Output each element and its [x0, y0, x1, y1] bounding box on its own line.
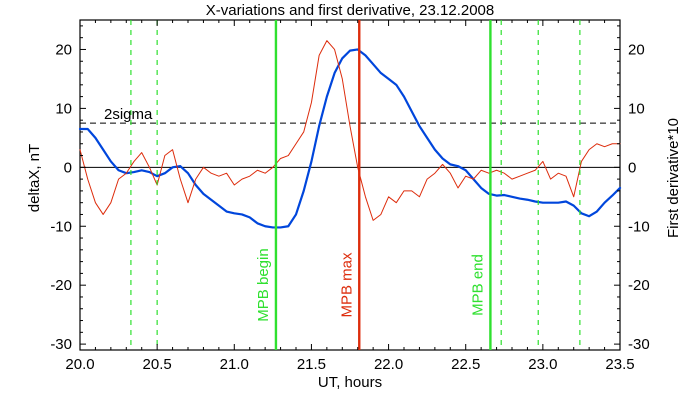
x-axis-label: UT, hours [318, 374, 382, 391]
x-tick-label: 20.5 [143, 356, 172, 373]
y-tick-label-left: 10 [55, 100, 72, 117]
y-axis-label-right: First derivative*10 [665, 118, 682, 238]
y-tick-label-right: 20 [628, 41, 645, 58]
mpb_end-label: MPB end [469, 254, 486, 316]
threshold-label: 2sigma [104, 106, 153, 123]
x-tick-label: 22.0 [374, 356, 403, 373]
x-tick-label: 23.5 [605, 356, 634, 373]
mpb_begin-label: MPB begin [255, 248, 272, 321]
y-tick-label-left: 0 [64, 159, 72, 176]
y-axis-label-left: deltaX, nT [26, 144, 43, 212]
chart-title: X-variations and first derivative, 23.12… [206, 2, 495, 19]
y-tick-label-left: -10 [50, 218, 72, 235]
series-layer [78, 40, 622, 229]
y-tick-label-left: -30 [50, 336, 72, 353]
mpb_max-label: MPB max [338, 252, 355, 318]
y-tick-label-right: 0 [628, 159, 636, 176]
x-tick-label: 20.0 [65, 356, 94, 373]
y-tick-label-right: -30 [628, 336, 650, 353]
y-tick-label-right: -20 [628, 277, 650, 294]
y-tick-label-right: 10 [628, 100, 645, 117]
grid-layer [79, 19, 621, 351]
y-tick-label-left: 20 [55, 41, 72, 58]
x-tick-label: 22.5 [451, 356, 480, 373]
x-tick-label: 21.0 [220, 356, 249, 373]
markers-layer: MPB begin MPB max MPB end [130, 20, 581, 350]
ticks-layer: 20.0 20.5 21.0 21.5 22.0 22.5 23.0 23.5 -30 -30 -2… [50, 20, 650, 373]
plot-frame [79, 19, 621, 351]
deltaX-series-line [78, 48, 622, 229]
y-tick-label-left: -20 [50, 277, 72, 294]
derivative-series-line [79, 40, 621, 221]
x-tick-label: 23.0 [528, 356, 557, 373]
x-tick-label: 21.5 [297, 356, 326, 373]
y-tick-label-right: -10 [628, 218, 650, 235]
